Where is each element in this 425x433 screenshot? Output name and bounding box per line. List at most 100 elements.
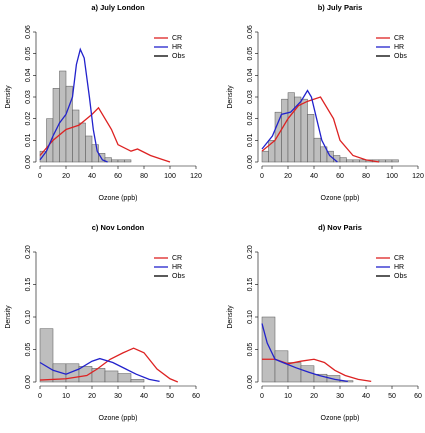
x-tick-label: 60 xyxy=(336,173,344,180)
histogram-bar xyxy=(274,111,282,163)
y-tick-label: 0.00 xyxy=(25,155,32,169)
histogram-bar xyxy=(104,370,119,383)
histogram-bar xyxy=(346,159,354,163)
histogram-bar xyxy=(339,157,347,163)
panel-title: b) July Paris xyxy=(318,3,363,12)
histogram-bar xyxy=(39,328,54,383)
density-line xyxy=(261,89,338,163)
histogram-bar xyxy=(391,159,399,163)
legend-label: HR xyxy=(172,264,182,271)
x-tick-label: 60 xyxy=(192,393,200,400)
x-tick-label: 40 xyxy=(140,393,148,400)
y-tick-label: 0.05 xyxy=(247,343,254,357)
x-tick-label: 80 xyxy=(140,173,148,180)
density-line xyxy=(39,347,179,383)
legend-label: Obs xyxy=(172,53,185,60)
histogram-bar xyxy=(111,159,119,163)
x-axis-label: Ozone (ppb) xyxy=(321,415,360,422)
panel: c) Nov London Ozone (ppb) Density 0 10 20 30 40… xyxy=(5,223,200,422)
density-line xyxy=(261,96,380,163)
histogram-bar xyxy=(352,159,360,163)
y-tick-label: 0.15 xyxy=(25,278,32,292)
x-tick-label: 120 xyxy=(190,173,202,180)
legend-label: Obs xyxy=(394,273,407,280)
x-tick-label: 60 xyxy=(114,173,122,180)
y-tick-label: 0.20 xyxy=(247,245,254,259)
y-tick-label: 0.00 xyxy=(247,155,254,169)
x-tick-label: 40 xyxy=(310,173,318,180)
histogram-bar xyxy=(72,109,80,163)
x-tick-label: 30 xyxy=(336,393,344,400)
y-tick-label: 0.05 xyxy=(25,343,32,357)
histogram-bar xyxy=(91,144,99,163)
legend-label: CR xyxy=(394,255,404,262)
y-tick-label: 0.04 xyxy=(247,68,254,82)
x-tick-label: 50 xyxy=(388,393,396,400)
x-tick-label: 40 xyxy=(362,393,370,400)
x-tick-label: 0 xyxy=(38,393,42,400)
x-axis-label: Ozone (ppb) xyxy=(321,195,360,202)
histogram-bar xyxy=(124,159,132,163)
x-tick-label: 0 xyxy=(38,173,42,180)
y-tick-label: 0.02 xyxy=(247,112,254,126)
y-tick-label: 0.03 xyxy=(25,90,32,104)
y-tick-label: 0.03 xyxy=(247,90,254,104)
histogram-bar xyxy=(287,92,295,163)
histogram-bar xyxy=(78,122,86,163)
histogram-bar xyxy=(117,373,132,383)
histogram-bar xyxy=(385,159,393,163)
legend-label: HR xyxy=(172,44,182,51)
legend-label: Obs xyxy=(394,53,407,60)
x-tick-label: 30 xyxy=(114,393,122,400)
histogram-bar xyxy=(261,316,276,383)
x-tick-label: 80 xyxy=(362,173,370,180)
y-tick-label: 0.01 xyxy=(25,133,32,147)
y-tick-label: 0.05 xyxy=(25,47,32,61)
y-axis-label: Density xyxy=(227,305,234,329)
histogram-bar xyxy=(313,137,321,163)
legend-label: CR xyxy=(394,35,404,42)
y-tick-label: 0.04 xyxy=(25,68,32,82)
y-tick-label: 0.15 xyxy=(247,278,254,292)
histogram-bar xyxy=(274,350,289,383)
x-tick-label: 0 xyxy=(260,393,264,400)
x-tick-label: 20 xyxy=(62,173,70,180)
x-tick-label: 0 xyxy=(260,173,264,180)
y-axis-label: Density xyxy=(227,85,234,109)
legend-label: Obs xyxy=(172,273,185,280)
histogram-bar xyxy=(65,85,73,163)
y-tick-label: 0.02 xyxy=(25,112,32,126)
y-tick-label: 0.01 xyxy=(247,133,254,147)
x-tick-label: 10 xyxy=(284,393,292,400)
histogram-bar xyxy=(261,150,269,163)
y-tick-label: 0.06 xyxy=(247,25,254,39)
histogram-bar xyxy=(46,118,54,163)
x-tick-label: 120 xyxy=(412,173,424,180)
y-axis-label: Density xyxy=(5,305,12,329)
panel: d) Nov Paris Ozone (ppb) Density 0 10 20 30 40 5… xyxy=(227,223,422,422)
density-line xyxy=(261,323,348,382)
histogram-bar xyxy=(281,98,289,163)
y-tick-label: 0.10 xyxy=(25,310,32,324)
x-tick-label: 100 xyxy=(164,173,176,180)
panel: b) July Paris Ozone (ppb) Density 0 20 40 60 80… xyxy=(227,3,424,202)
panel-title: c) Nov London xyxy=(92,223,145,232)
panel-title: a) July London xyxy=(91,3,145,12)
y-tick-label: 0.20 xyxy=(25,245,32,259)
histogram-bar xyxy=(130,379,145,383)
x-tick-label: 20 xyxy=(284,173,292,180)
legend-label: CR xyxy=(172,255,182,262)
x-tick-label: 20 xyxy=(88,393,96,400)
x-tick-label: 60 xyxy=(414,393,422,400)
panel: a) July London Ozone (ppb) Density 0 20 40 60 8… xyxy=(5,3,202,202)
density-line xyxy=(39,357,160,382)
y-tick-label: 0.05 xyxy=(247,47,254,61)
x-tick-label: 100 xyxy=(386,173,398,180)
legend-label: HR xyxy=(394,44,404,51)
panel-title: d) Nov Paris xyxy=(318,223,362,232)
histogram-bar xyxy=(378,159,386,163)
x-axis-label: Ozone (ppb) xyxy=(99,415,138,422)
y-tick-label: 0.00 xyxy=(25,375,32,389)
histogram-bar xyxy=(117,159,125,163)
